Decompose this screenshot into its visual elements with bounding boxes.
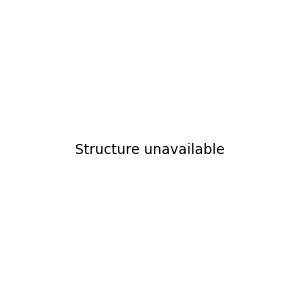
Text: Structure unavailable: Structure unavailable (75, 143, 225, 157)
